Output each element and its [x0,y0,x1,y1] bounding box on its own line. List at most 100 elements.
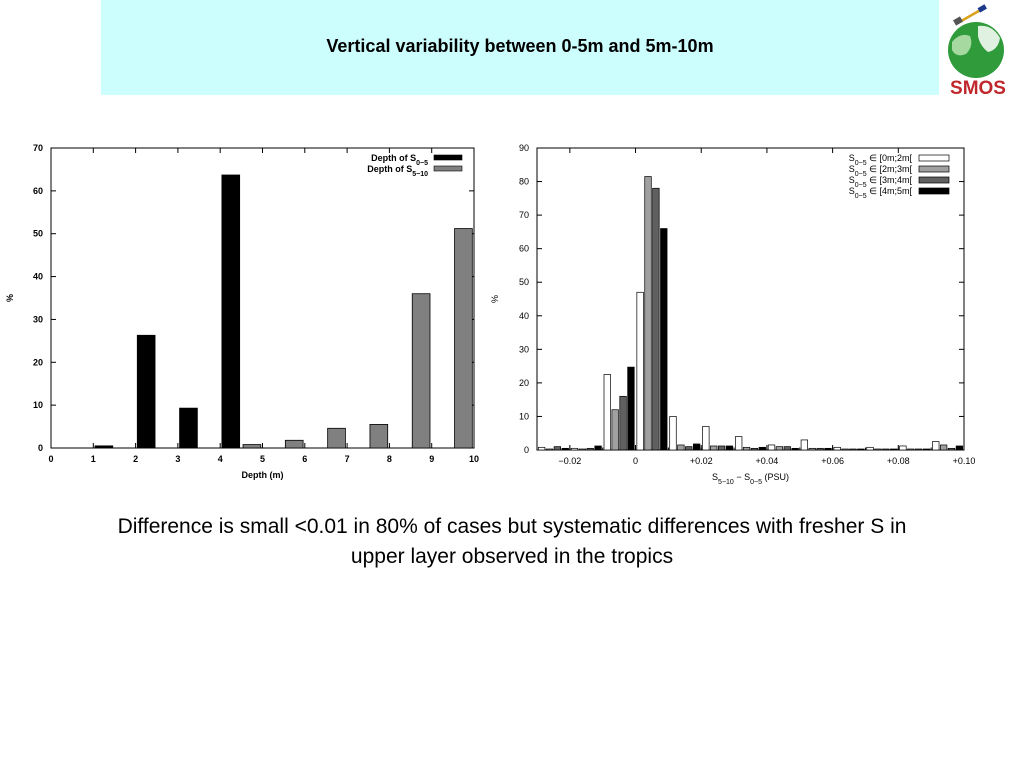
bar [627,366,635,451]
x-tick-label: +0.06 [821,456,844,466]
bar [783,446,791,451]
caption: Difference is small <0.01 in 80% of case… [0,512,1024,572]
x-tick-label: +0.08 [887,456,910,466]
y-tick-label: 50 [519,277,529,287]
bar [284,439,304,449]
x-axis-label: Depth (m) [242,470,284,480]
bar [816,447,824,451]
y-tick-label: 70 [519,210,529,220]
y-tick-label: 70 [33,143,43,153]
depth-histogram-chart: 0 10 20 30 40 50 60 70 0 1 2 3 4 5 6 7 8 9 10 Depth (m)% Dep… [5,143,479,480]
salinity-difference-histogram-chart: 0 10 20 30 40 50 60 70 80 90 −0.02 0 +0.02 +0.04 +0.06… [490,143,976,486]
x-tick-label: 4 [218,454,223,464]
bar [841,448,849,451]
x-tick-label: 2 [133,454,138,464]
legend-label: S0−5 ∈ [3m;4m[ [849,175,913,189]
bar [677,444,685,451]
legend-swatch [918,154,950,162]
bar [955,445,964,451]
bar [561,447,569,451]
y-tick-label: 60 [519,244,529,254]
bar [907,448,915,451]
y-tick-label: 10 [519,411,529,421]
x-tick-label: 10 [469,454,479,464]
legend-label: Depth of S0−5 [371,153,428,167]
legend-swatch [918,176,950,184]
bar [775,446,784,451]
bar [932,441,940,451]
bar [652,187,660,451]
legend-label: S0−5 ∈ [0m;2m[ [849,153,913,167]
slide-title: Vertical variability between 0-5m and 5m… [326,36,714,56]
x-tick-label: +0.04 [756,456,779,466]
bar [537,446,546,451]
bar [735,436,743,451]
bar [758,446,766,451]
y-tick-label: 40 [33,272,43,282]
bar [767,444,776,451]
bar [882,448,890,451]
bar [922,448,931,451]
x-tick-label: −0.02 [558,456,581,466]
y-tick-label: 30 [519,344,529,354]
satellite-panel-icon [977,4,987,13]
bar [411,293,431,449]
bar [94,445,114,449]
bar [742,446,751,451]
legend-swatch [433,165,463,172]
y-tick-label: 30 [33,314,43,324]
bar [824,447,832,451]
x-tick-label: 0 [48,454,53,464]
bar [725,445,734,451]
bar [553,446,561,451]
x-tick-label: 5 [260,454,265,464]
bar [849,448,857,451]
bar [791,447,799,451]
title-banner: Vertical variability between 0-5m and 5m… [101,0,939,95]
bar [619,395,627,451]
plot-frame [50,147,475,449]
bar [570,447,579,451]
x-tick-label: 3 [175,454,180,464]
caption-line-1: Difference is small <0.01 in 80% of case… [117,515,907,538]
legend-swatch [918,187,950,195]
x-tick-label: 9 [429,454,434,464]
globe-cloud-icon [978,25,1000,52]
bar [833,446,841,451]
bar [545,448,554,451]
bar [242,444,262,449]
bar [866,446,874,451]
bar [874,448,882,451]
x-tick-label: 0 [633,456,638,466]
y-tick-label: 0 [38,443,43,453]
bar [857,448,865,451]
legend-label: Depth of S5−10 [367,164,428,178]
x-axis-label: S5−10 − S0−5 (PSU) [712,472,789,486]
legend-swatch [433,154,463,161]
bar [890,448,898,451]
bar [692,443,701,451]
x-tick-label: +0.10 [953,456,976,466]
bar [594,445,602,451]
y-tick-label: 60 [33,186,43,196]
legend-label: S0−5 ∈ [4m;5m[ [849,186,913,200]
bar [710,445,718,451]
globe-land-icon [952,34,972,56]
bar [702,426,710,451]
y-tick-label: 80 [519,177,529,187]
x-tick-label: 6 [302,454,307,464]
x-tick-label: 8 [387,454,392,464]
bar [947,447,956,451]
plot-frame [536,147,965,451]
bar [327,427,346,449]
logo-text: SMOS [950,78,1006,99]
bar [940,444,948,451]
y-tick-label: 90 [519,143,529,153]
bar [454,228,473,449]
bar [808,447,816,451]
x-tick-label: 7 [345,454,350,464]
bar [644,176,652,451]
bar [899,445,907,451]
bar [369,424,389,449]
bar [179,407,198,449]
